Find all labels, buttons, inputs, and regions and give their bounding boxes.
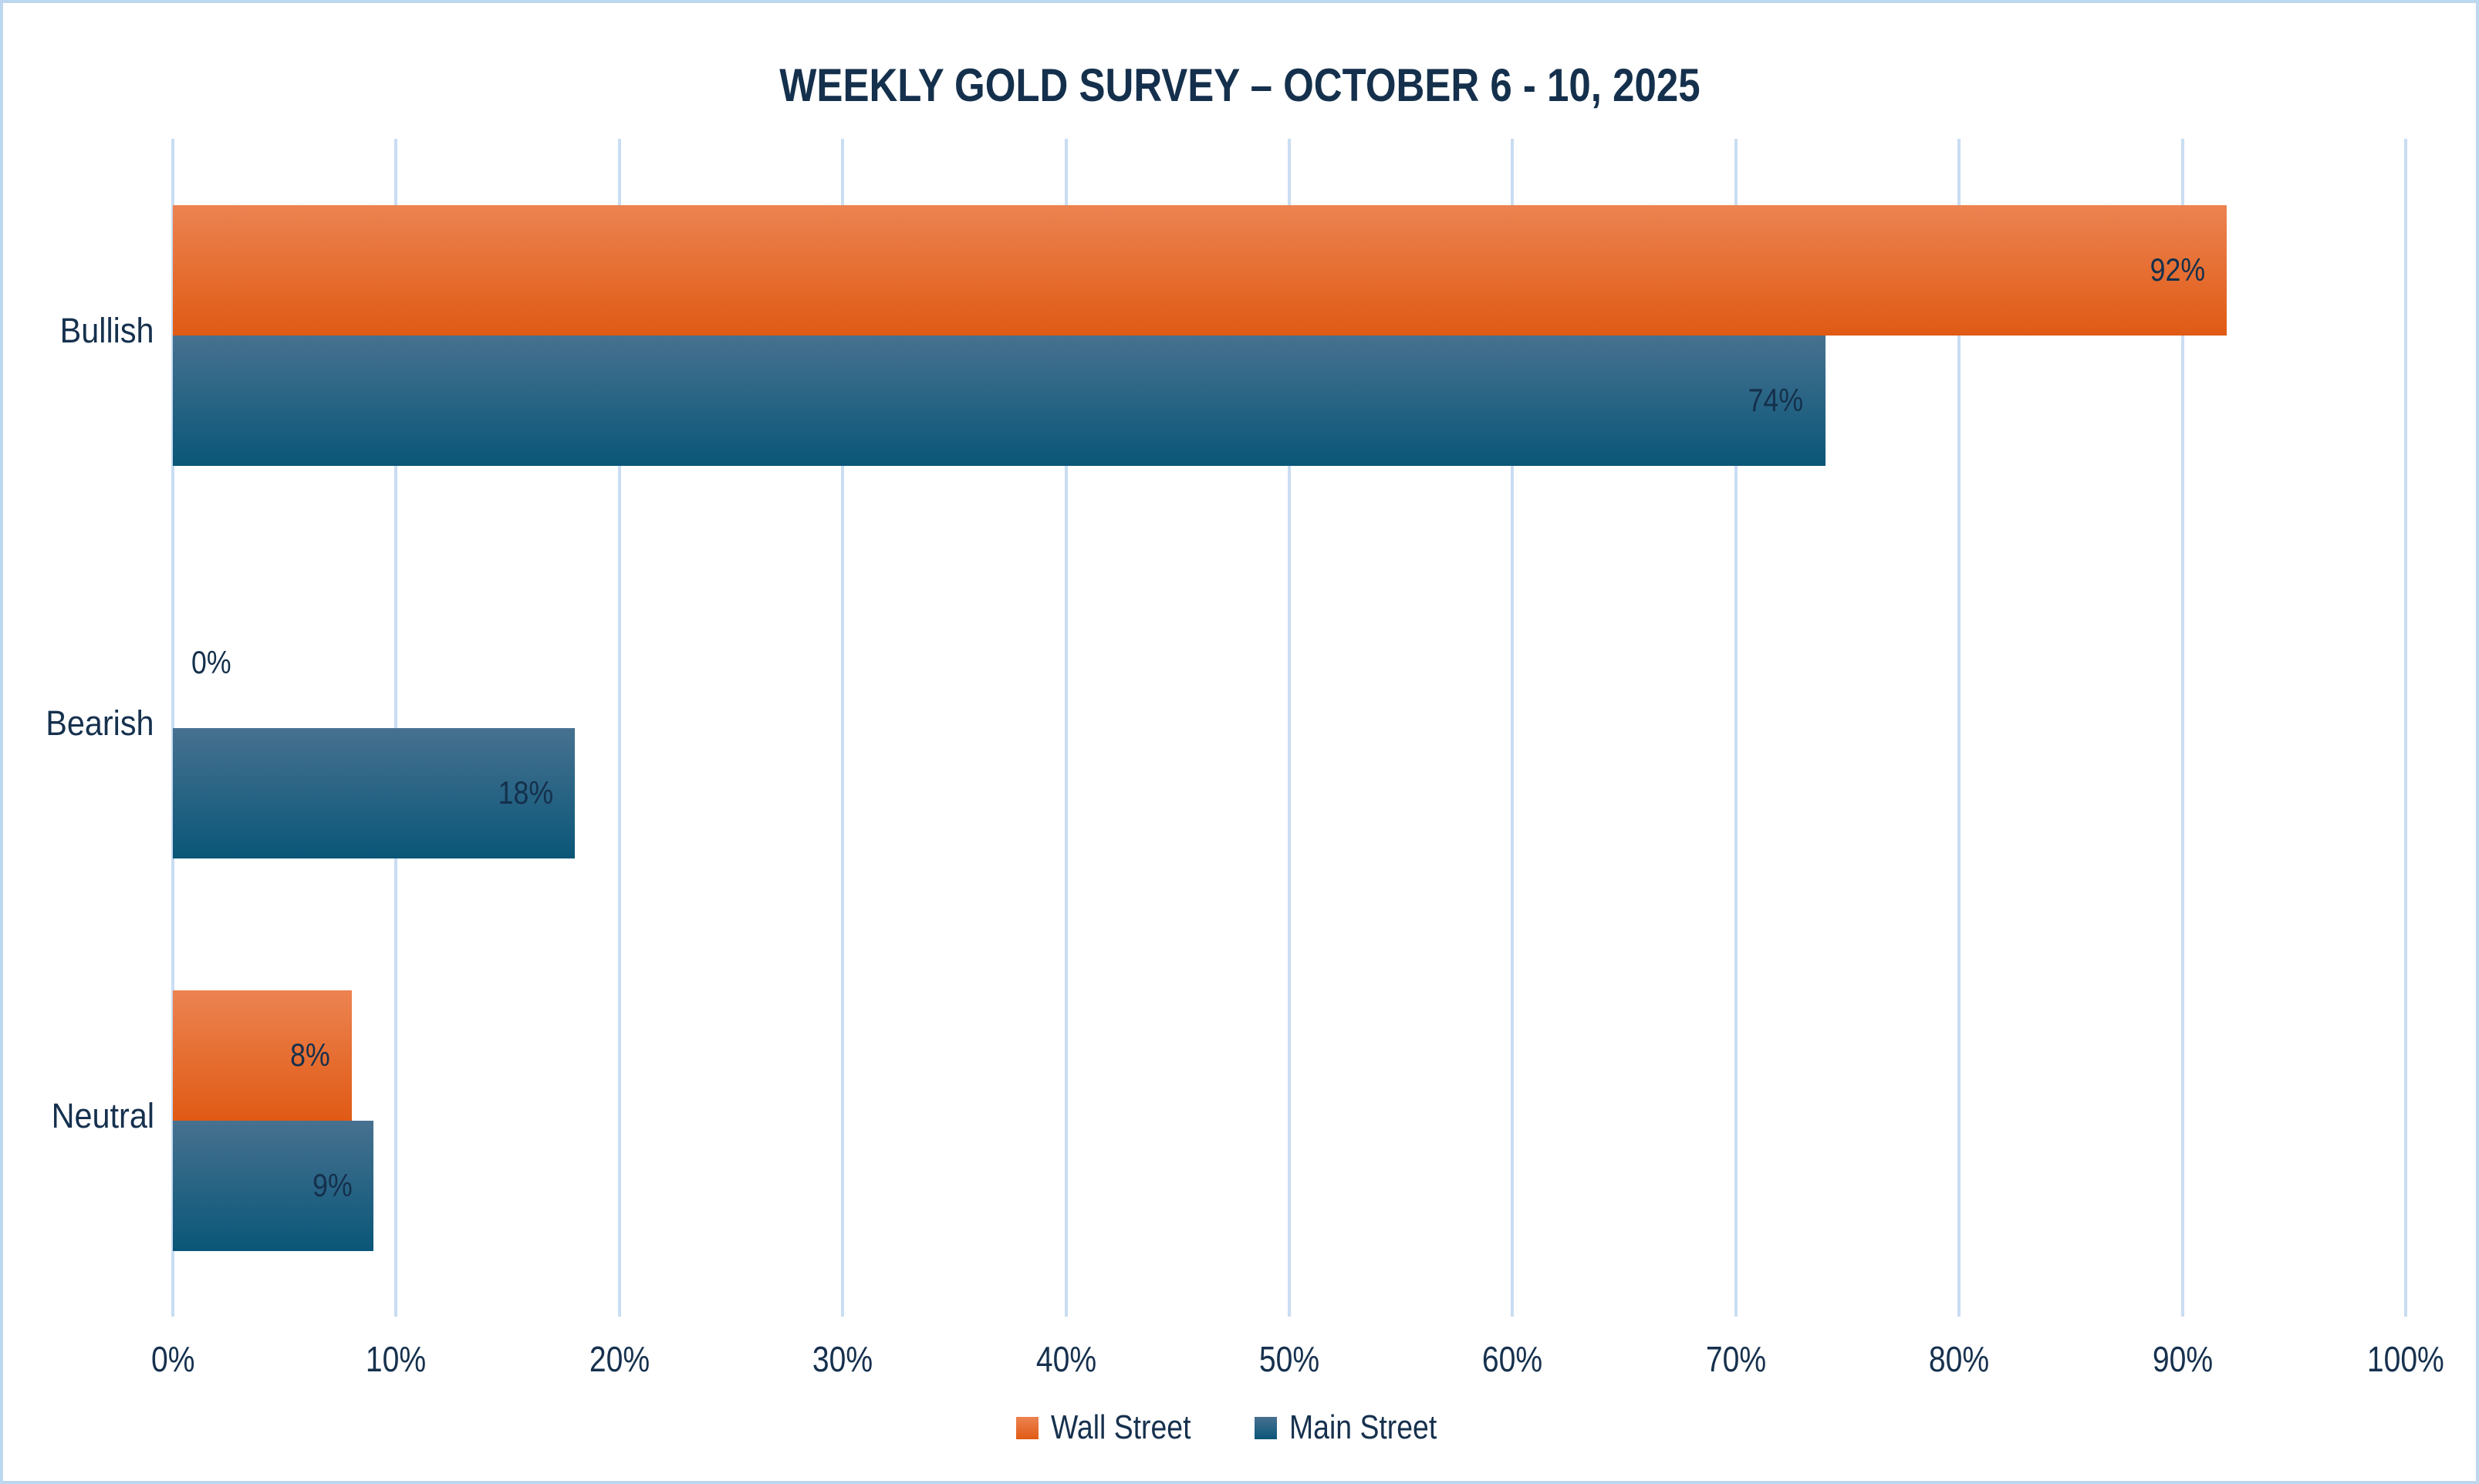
- data-label-main-street-bullish: 74%: [173, 336, 1804, 466]
- x-tick-label-text: 30%: [812, 1339, 873, 1379]
- category-label-bullish: Bullish: [12, 311, 154, 351]
- x-tick-label-30%: 30%: [765, 1338, 920, 1380]
- data-label-text: 0%: [191, 644, 231, 680]
- x-tick-label-text: 70%: [1705, 1339, 1766, 1379]
- x-tick-label-10%: 10%: [319, 1338, 473, 1380]
- gridline-60%: [1511, 139, 1515, 1317]
- x-tick-label-40%: 40%: [989, 1338, 1143, 1380]
- x-tick-label-text: 60%: [1482, 1339, 1543, 1379]
- gridline-90%: [2180, 139, 2184, 1317]
- data-label-text: 9%: [312, 1167, 353, 1203]
- x-tick-label-0%: 0%: [96, 1338, 250, 1380]
- bar-main-street-bearish: [173, 727, 575, 858]
- x-tick-label-text: 10%: [366, 1339, 427, 1379]
- category-label-neutral: Neutral: [12, 1096, 154, 1136]
- x-tick-label-text: 40%: [1035, 1339, 1096, 1379]
- x-tick-label-90%: 90%: [2106, 1338, 2260, 1380]
- data-label-wall-street-bullish: 92%: [173, 205, 2205, 336]
- chart-title-text: WEEKLY GOLD SURVEY – OCTOBER 6 - 10, 202…: [778, 59, 1701, 111]
- bar-main-street-bullish: [173, 335, 1825, 466]
- x-tick-label-text: 100%: [2366, 1339, 2445, 1379]
- category-label-text: Bearish: [46, 703, 154, 743]
- bar-main-street-neutral: [173, 1120, 374, 1251]
- x-tick-label-text: 90%: [2152, 1339, 2213, 1379]
- bar-wall-street-bullish: [173, 204, 2227, 336]
- gridline-40%: [1064, 139, 1068, 1317]
- data-label-text: 8%: [289, 1037, 330, 1073]
- x-tick-label-80%: 80%: [1882, 1338, 2036, 1380]
- legend-label-text: Wall Street: [1051, 1408, 1191, 1446]
- bar-wall-street-neutral: [173, 990, 352, 1121]
- gridline-100%: [2404, 139, 2407, 1317]
- legend: Wall Street Main Street: [3, 1408, 2476, 1447]
- legend-swatch-main-street: [1254, 1416, 1277, 1439]
- gridline-70%: [1734, 139, 1738, 1317]
- x-tick-label-50%: 50%: [1212, 1338, 1366, 1380]
- gridline-50%: [1288, 139, 1291, 1317]
- category-label-text: Bullish: [60, 310, 154, 350]
- legend-label-text: Main Street: [1288, 1408, 1437, 1446]
- x-tick-label-text: 0%: [150, 1339, 195, 1379]
- gridline-80%: [1957, 139, 1961, 1317]
- legend-swatch-wall-street: [1016, 1416, 1039, 1439]
- x-tick-label-60%: 60%: [1435, 1338, 1589, 1380]
- plot-area: Bullish 92% 74% Bearish 0% 18% Neutral 8% 9% 0% 10…: [46, 139, 2444, 1379]
- x-tick-label-70%: 70%: [1659, 1338, 1813, 1380]
- x-tick-label-text: 50%: [1258, 1339, 1320, 1379]
- category-label-text: Neutral: [51, 1095, 154, 1135]
- data-label-main-street-bearish: 18%: [173, 728, 553, 858]
- gridline-20%: [617, 139, 621, 1317]
- x-tick-label-text: 20%: [589, 1339, 650, 1379]
- data-label-text: 74%: [1748, 382, 1804, 418]
- gridline-30%: [841, 139, 845, 1317]
- legend-item-wall-street: Wall Street: [1016, 1408, 1216, 1447]
- legend-label-wall-street: Wall Street: [1051, 1408, 1216, 1447]
- data-label-wall-street-bearish: 0%: [191, 598, 423, 728]
- category-label-bearish: Bearish: [12, 703, 154, 744]
- x-tick-label-20%: 20%: [542, 1338, 697, 1380]
- x-tick-label-100%: 100%: [2329, 1338, 2476, 1380]
- data-label-text: 18%: [498, 774, 553, 811]
- data-label-wall-street-neutral: 8%: [173, 990, 330, 1121]
- data-label-main-street-neutral: 9%: [173, 1121, 353, 1251]
- legend-label-main-street: Main Street: [1289, 1408, 1463, 1447]
- data-label-text: 92%: [2150, 251, 2206, 288]
- legend-item-main-street: Main Street: [1254, 1408, 1463, 1447]
- x-tick-label-text: 80%: [1929, 1339, 1990, 1379]
- chart-title: WEEKLY GOLD SURVEY – OCTOBER 6 - 10, 202…: [3, 59, 2476, 112]
